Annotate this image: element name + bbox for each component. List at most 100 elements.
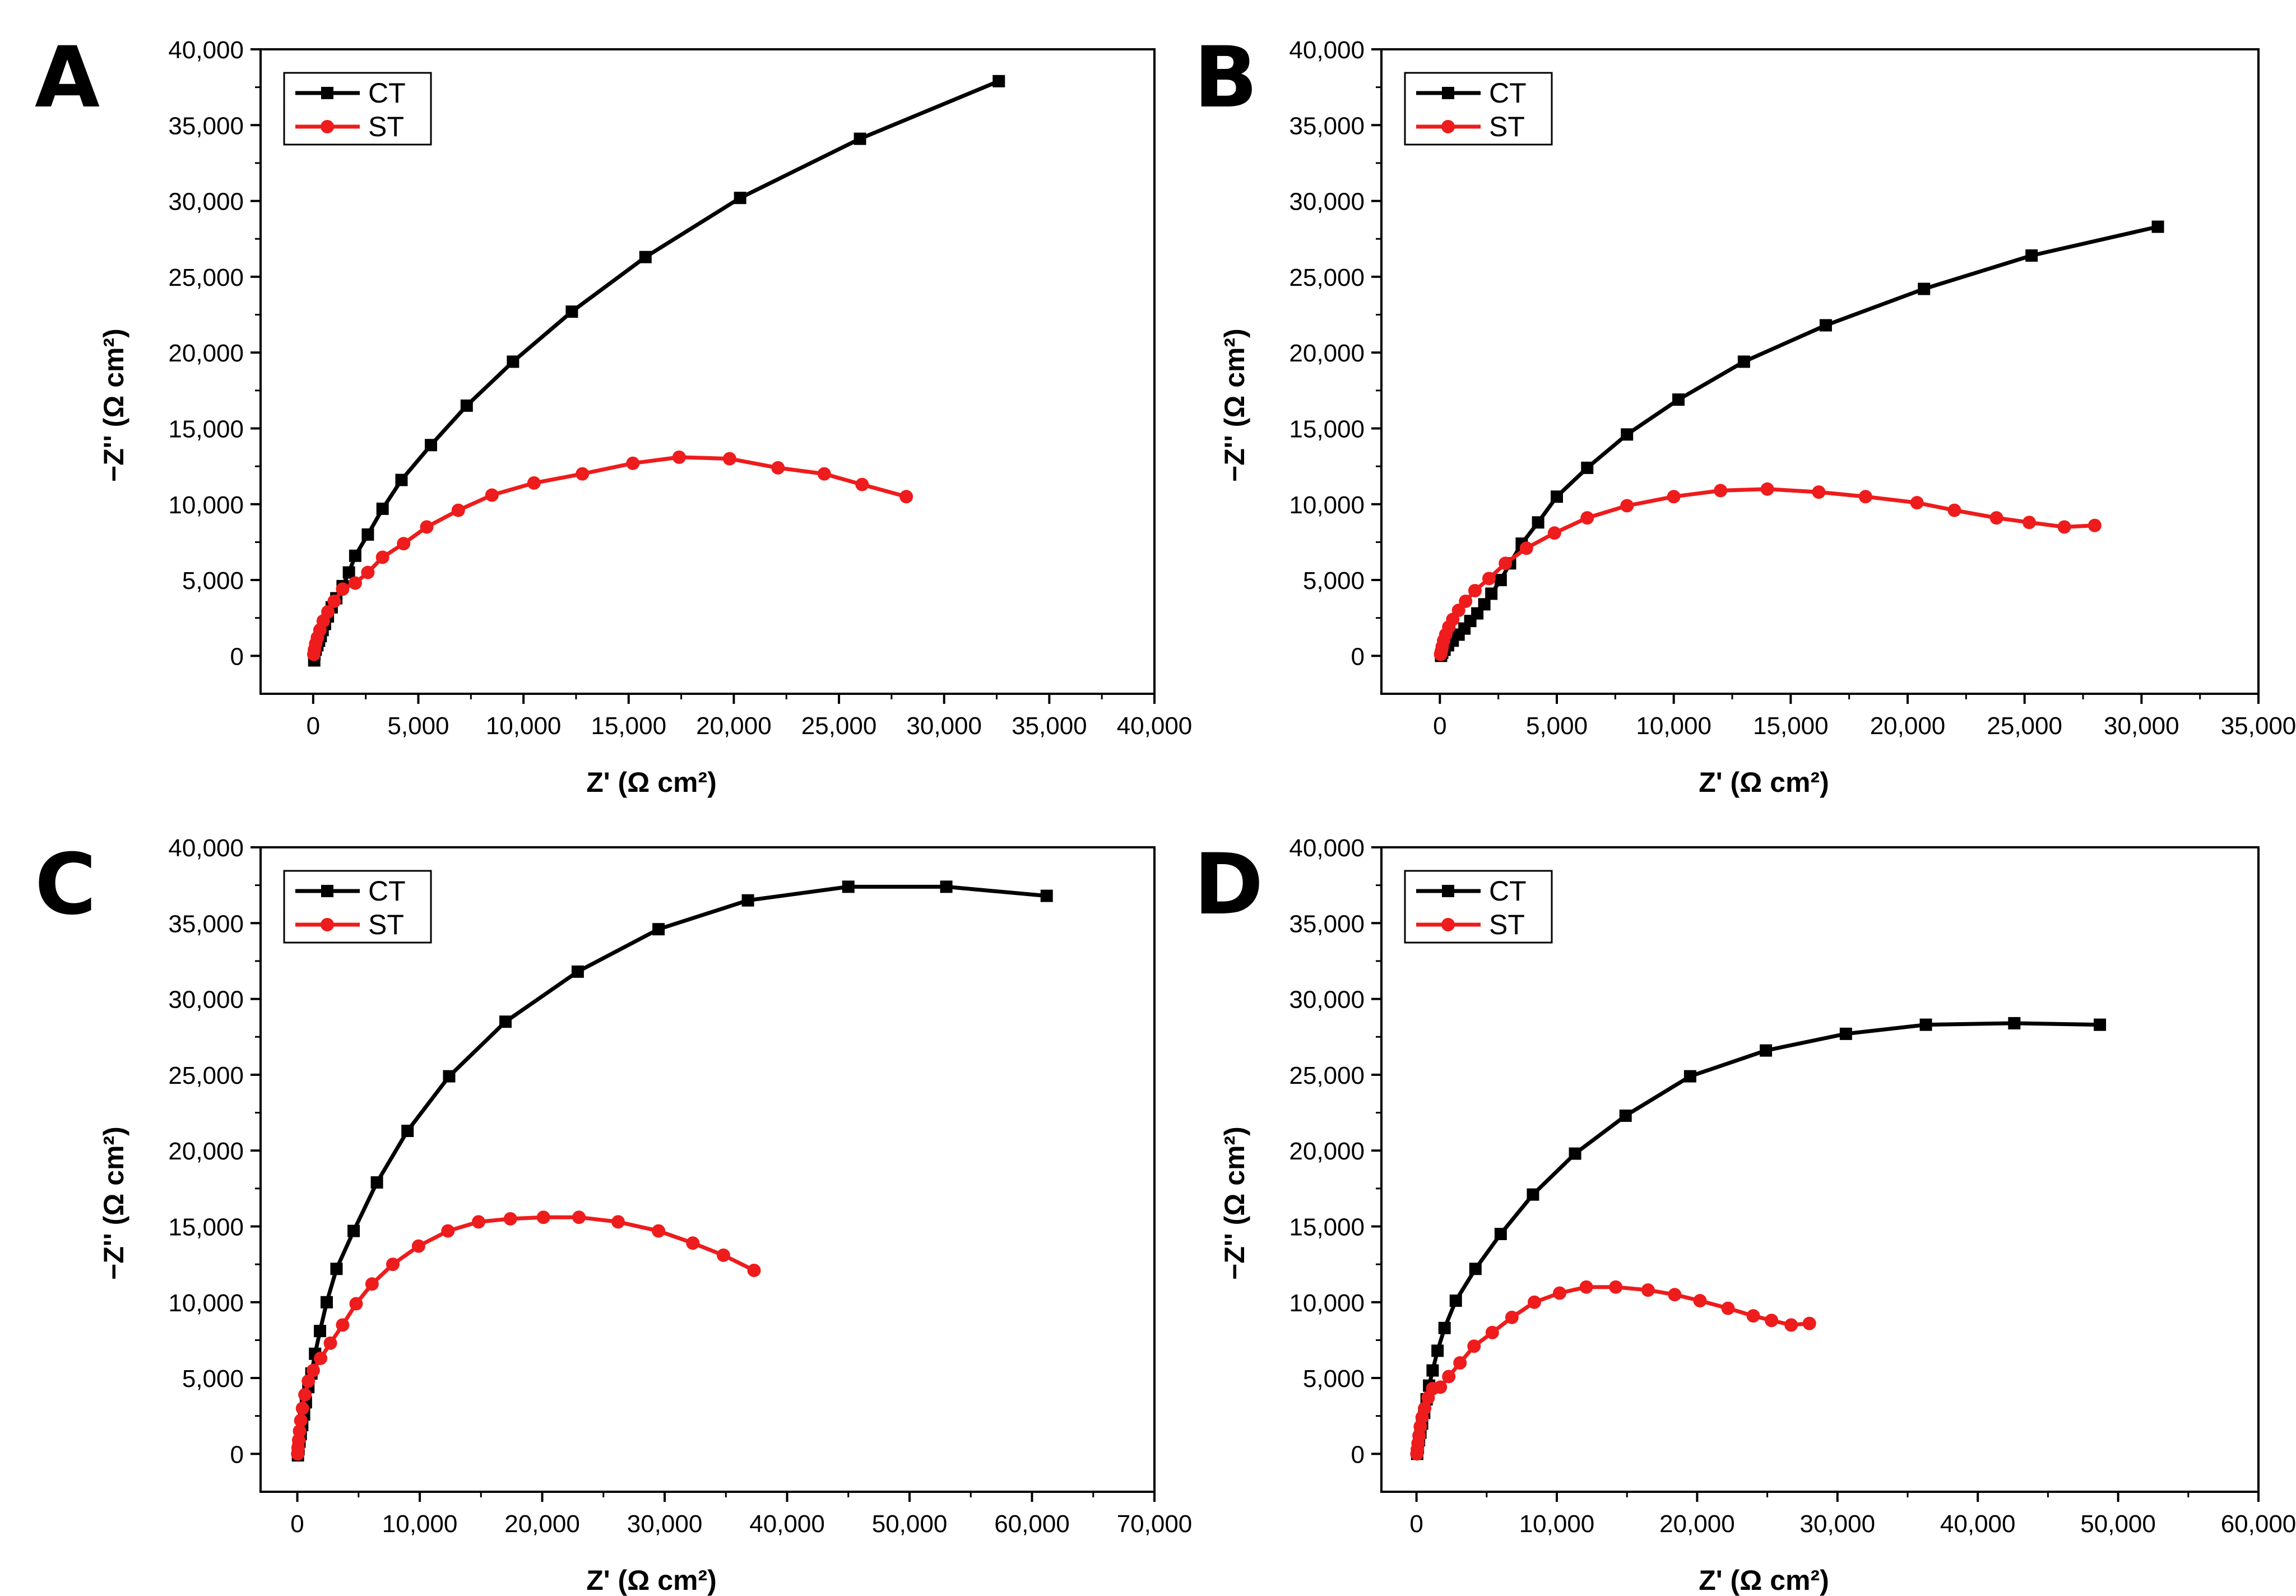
data-point — [2094, 1018, 2107, 1031]
series-st — [1434, 482, 2102, 661]
data-point — [1426, 1364, 1439, 1377]
data-point — [1547, 526, 1561, 540]
data-point — [672, 450, 686, 464]
data-point — [375, 550, 389, 564]
data-point — [2008, 1017, 2021, 1029]
legend-box — [283, 870, 432, 944]
x-tick-label: 20,000 — [1659, 1510, 1735, 1538]
data-point — [1418, 1402, 1432, 1416]
data-point — [1918, 282, 1931, 295]
data-point — [1693, 1294, 1707, 1308]
y-tick-label: 25,000 — [168, 1062, 244, 1089]
data-point — [302, 1374, 316, 1388]
data-point — [1668, 1288, 1682, 1302]
y-tick-label: 30,000 — [168, 188, 244, 216]
data-point — [1442, 1370, 1456, 1384]
y-axis-label: −Z'' (Ω cm²) — [1219, 328, 1250, 482]
y-tick-label: 15,000 — [168, 415, 244, 443]
data-point — [1438, 1321, 1451, 1334]
data-point — [817, 467, 831, 481]
y-tick-label: 10,000 — [1289, 1289, 1365, 1317]
data-point — [2088, 518, 2102, 532]
data-point — [395, 474, 408, 486]
x-tick-label: 20,000 — [504, 1510, 580, 1538]
data-point — [1910, 496, 1924, 510]
x-tick-label: 30,000 — [627, 1510, 703, 1538]
data-point — [1620, 499, 1634, 513]
data-point — [1569, 1147, 1581, 1160]
x-tick-label: 0 — [1409, 1510, 1423, 1538]
data-point — [443, 1070, 456, 1083]
x-tick-label: 10,000 — [1636, 712, 1711, 740]
data-point — [1621, 428, 1634, 441]
legend-box — [283, 72, 432, 146]
x-tick-label: 30,000 — [1800, 1510, 1876, 1538]
legend-label: ST — [368, 909, 404, 940]
data-point — [1746, 1309, 1760, 1323]
data-point — [361, 565, 375, 579]
y-tick-label: 35,000 — [1289, 910, 1365, 938]
data-point — [1449, 1295, 1462, 1307]
data-point — [1478, 598, 1491, 611]
data-point — [507, 355, 520, 368]
data-point — [503, 1212, 517, 1226]
y-tick-label: 0 — [230, 1441, 244, 1468]
panel-letter: A — [35, 29, 100, 127]
y-tick-label: 20,000 — [1289, 1138, 1365, 1165]
data-point — [320, 1296, 333, 1309]
data-point — [1451, 604, 1465, 618]
plot-frame — [259, 48, 1156, 695]
data-point — [1485, 1325, 1499, 1339]
y-tick-label: 40,000 — [168, 834, 244, 862]
data-point — [1532, 516, 1544, 529]
data-point — [572, 1210, 586, 1224]
y-tick-label: 15,000 — [1289, 1213, 1365, 1241]
data-point — [1499, 556, 1513, 570]
data-point — [1459, 594, 1473, 608]
y-axis-label: −Z'' (Ω cm²) — [98, 1126, 129, 1280]
data-point — [2057, 520, 2071, 534]
data-point — [499, 1015, 512, 1028]
y-tick-label: 40,000 — [1289, 834, 1365, 862]
data-point — [1683, 1070, 1696, 1083]
data-point — [527, 476, 541, 490]
x-tick-label: 20,000 — [696, 712, 772, 740]
y-axis-label: −Z'' (Ω cm²) — [98, 328, 129, 482]
data-point — [1919, 1018, 1932, 1031]
data-point — [536, 1210, 550, 1224]
series-line — [296, 884, 1047, 1456]
data-point — [1714, 484, 1728, 498]
legend-marker — [1441, 120, 1455, 133]
data-point — [1579, 1280, 1593, 1294]
x-tick-label: 0 — [307, 712, 320, 740]
data-point — [639, 250, 652, 263]
data-point — [376, 502, 389, 515]
series-line — [312, 455, 907, 655]
y-tick-label: 25,000 — [1289, 264, 1365, 291]
x-tick-label: 60,000 — [994, 1510, 1070, 1538]
x-axis-label: Z' (Ω cm²) — [586, 1565, 717, 1596]
data-point — [336, 582, 350, 596]
y-tick-label: 5,000 — [1303, 567, 1365, 595]
y-tick-label: 20,000 — [1289, 340, 1365, 367]
x-tick-label: 30,000 — [906, 712, 982, 740]
y-tick-label: 20,000 — [168, 1138, 244, 1165]
y-tick-label: 15,000 — [168, 1213, 244, 1241]
y-tick-label: 5,000 — [1303, 1365, 1365, 1393]
data-point — [485, 488, 499, 502]
data-point — [1839, 1027, 1852, 1040]
x-tick-label: 0 — [290, 1510, 304, 1538]
x-tick-label: 30,000 — [2104, 712, 2179, 740]
data-point — [1737, 355, 1750, 368]
data-point — [652, 1224, 666, 1238]
y-tick-label: 35,000 — [168, 112, 244, 140]
data-point — [298, 1388, 312, 1402]
plot-frame — [1380, 846, 2260, 1493]
data-point — [1505, 1310, 1519, 1324]
legend-marker — [1441, 918, 1455, 931]
data-point — [1527, 1188, 1539, 1201]
x-axis-label: Z' (Ω cm²) — [586, 767, 717, 798]
legend-marker — [321, 918, 334, 931]
